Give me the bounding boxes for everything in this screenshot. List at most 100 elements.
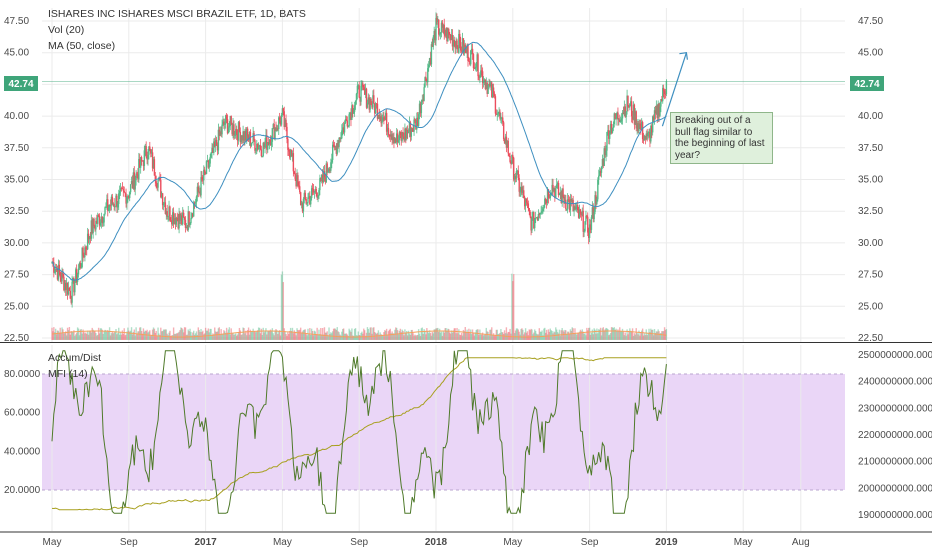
candle-body: [148, 146, 150, 155]
candle-body: [239, 131, 242, 143]
candle-body: [523, 198, 526, 207]
volume-bar: [399, 328, 402, 340]
volume-bar: [223, 330, 225, 340]
candle-body: [559, 192, 562, 194]
candle-body: [74, 282, 76, 293]
price-tick-right: 22.50: [858, 333, 883, 344]
volume-bar: [246, 335, 248, 340]
price-tick-right: 35.00: [858, 175, 883, 186]
volume-bar: [622, 331, 625, 340]
volume-bar: [391, 331, 393, 340]
volume-bar: [464, 327, 466, 340]
volume-bar: [215, 332, 218, 340]
candle-body: [123, 190, 125, 193]
volume-bar: [577, 332, 580, 340]
candle-body: [287, 139, 289, 150]
candle-body: [447, 29, 449, 42]
candle-body: [604, 148, 606, 155]
volume-bar: [202, 330, 204, 340]
candle-body: [511, 154, 513, 165]
candle-body: [171, 212, 174, 225]
volume-bar: [311, 331, 314, 340]
candle-body: [184, 219, 187, 228]
volume-bar: [615, 328, 617, 340]
volume-bar: [145, 331, 147, 340]
volume-bar: [88, 330, 91, 340]
candle-body: [619, 119, 621, 122]
candle-body: [466, 44, 468, 53]
candle-body: [629, 103, 631, 108]
accum-dist-tick: 2500000000.0000: [858, 350, 932, 361]
candle-body: [298, 185, 300, 187]
candle-body: [624, 106, 626, 118]
candle-body: [186, 226, 189, 231]
candle-body: [347, 126, 349, 128]
volume-bar: [513, 274, 515, 340]
volume-bar: [438, 328, 441, 340]
candle-body: [307, 197, 309, 203]
candle-body: [444, 34, 446, 36]
candle-body: [269, 139, 272, 146]
candle-body: [607, 130, 609, 133]
volume-bar: [290, 331, 293, 340]
volume-bar: [577, 333, 579, 340]
candle-body: [589, 224, 592, 230]
volume-bar: [572, 328, 574, 340]
candle-body: [396, 133, 399, 143]
candle-body: [357, 85, 359, 87]
volume-bar: [271, 328, 274, 340]
candle-body: [162, 203, 165, 206]
candle-body: [453, 39, 455, 42]
volume-bar: [424, 330, 426, 340]
volume-bar: [139, 327, 142, 340]
volume-bar: [227, 329, 230, 340]
candle-body: [104, 207, 106, 214]
volume-bar: [408, 333, 411, 340]
volume-bar: [237, 332, 240, 340]
volume-bar: [581, 329, 583, 340]
candle-body: [464, 44, 466, 48]
volume-bar: [444, 328, 446, 340]
volume-bar: [655, 331, 658, 340]
volume-bar: [540, 331, 542, 340]
candle-body: [240, 135, 242, 143]
accum-dist-tick: 2200000000.0000: [858, 430, 932, 441]
candle-body: [580, 213, 583, 216]
volume-bar: [120, 334, 123, 340]
volume-bar: [99, 328, 102, 340]
candle-body: [322, 171, 325, 183]
candle-body: [339, 137, 341, 139]
volume-bar: [555, 329, 558, 340]
volume-bar: [66, 327, 69, 340]
volume-bar: [341, 331, 343, 340]
volume-bar: [150, 335, 152, 340]
last-price-tag-right: 42.74: [850, 76, 884, 91]
candle-body: [147, 154, 149, 160]
candle-body: [317, 195, 319, 198]
volume-bar: [492, 333, 495, 340]
accum-dist-tick: 2100000000.0000: [858, 457, 932, 468]
volume-bar: [67, 330, 70, 340]
candle-body: [488, 83, 490, 85]
volume-bar: [641, 330, 643, 340]
volume-bar: [73, 330, 75, 340]
volume-bar: [260, 328, 263, 340]
volume-bar: [393, 333, 395, 340]
candle-body: [414, 119, 416, 121]
volume-bar: [423, 329, 425, 340]
candle-body: [319, 178, 321, 191]
candle-body: [152, 159, 155, 169]
volume-bar: [165, 329, 167, 340]
volume-bar: [314, 331, 317, 340]
volume-bar: [263, 332, 265, 340]
candle-body: [78, 262, 81, 269]
candle-body: [111, 196, 114, 205]
volume-bar: [118, 327, 120, 340]
candle-body: [436, 17, 438, 22]
volume-bar: [460, 332, 463, 340]
volume-bar: [239, 330, 242, 340]
volume-bar: [397, 334, 400, 340]
volume-bar: [306, 335, 308, 340]
price-tick-left: 37.50: [4, 143, 29, 154]
volume-bar: [596, 328, 598, 340]
